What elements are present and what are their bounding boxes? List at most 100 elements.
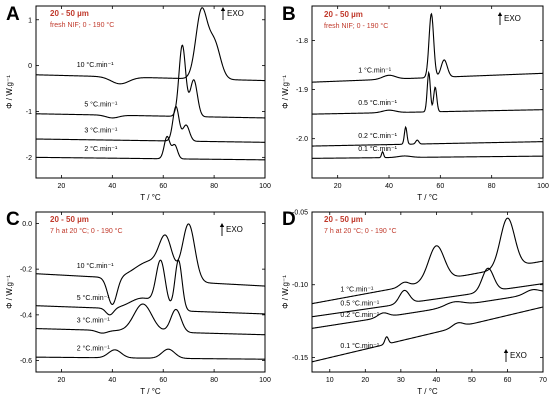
y-axis-label: Φ / W.g⁻¹ <box>281 275 290 309</box>
x-tick-label: 50 <box>468 377 476 384</box>
y-tick-label: -0.2 <box>20 267 32 274</box>
y-tick-label: 0 <box>28 63 32 70</box>
series-line <box>312 70 543 115</box>
exo-arrow-head-icon <box>497 12 503 16</box>
x-tick-label: 20 <box>58 183 66 190</box>
panel-c: 20 40 60 80 100 0.0 -0.2 -0.4 -0.6 T / °C Φ / W.g⁻… <box>5 209 271 396</box>
series-label: 1 °C.min⁻¹ <box>340 285 374 293</box>
panel-b: 20 40 60 80 100 -1.8 -1.9 -2.0 T / °C Φ / W.g⁻¹ B 2… <box>281 4 549 202</box>
panel-a: 20 40 60 80 100 1 0 -1 -2 T / °C Φ / W.g⁻¹ A 20 - 50… <box>5 4 271 202</box>
series-line <box>36 7 265 85</box>
y-tick-label: -2 <box>26 155 32 162</box>
plot-frame <box>35 5 266 179</box>
x-tick-label: 80 <box>488 183 496 190</box>
x-tick-label: 20 <box>361 377 369 384</box>
y-axis-label: Φ / W.g⁻¹ <box>281 75 290 109</box>
series-line <box>312 306 543 363</box>
y-axis-label: Φ / W.g⁻¹ <box>5 75 14 109</box>
series-line <box>312 150 543 159</box>
y-tick-label: -1.9 <box>296 87 308 94</box>
series-label: 0.2 °C.min⁻¹ <box>340 311 379 319</box>
sample-size-label: 20 - 50 µm <box>50 9 89 18</box>
series-label: 1 °C.min⁻¹ <box>358 66 392 74</box>
y-tick-label: -0.05 <box>292 210 308 217</box>
exo-label: EXO <box>227 9 244 18</box>
series-label: 0.2 °C.min⁻¹ <box>358 132 397 140</box>
exo-label: EXO <box>226 225 243 234</box>
exo-arrow-head-icon <box>503 349 509 353</box>
series-label: 10 °C.min⁻¹ <box>77 262 115 270</box>
x-tick-label: 80 <box>210 183 218 190</box>
x-tick-label: 70 <box>539 377 547 384</box>
plot-frame <box>35 211 266 373</box>
x-tick-label: 40 <box>432 377 440 384</box>
condition-label: fresh NIF; 0 - 190 °C <box>50 21 114 29</box>
x-tick-label: 80 <box>210 377 218 384</box>
series-label: 0.5 °C.min⁻¹ <box>358 99 397 107</box>
y-tick-label: -2.0 <box>296 136 308 143</box>
x-axis-label: T / °C <box>140 387 161 396</box>
plot-frame <box>311 5 544 179</box>
y-tick-label: 1 <box>28 17 32 24</box>
series-label: 10 °C.min⁻¹ <box>77 61 115 69</box>
series-label: 5 °C.min⁻¹ <box>84 101 118 109</box>
x-tick-label: 60 <box>504 377 512 384</box>
x-axis-label: T / °C <box>417 193 438 202</box>
series-line <box>36 348 265 360</box>
series-group <box>36 223 265 360</box>
x-tick-label: 30 <box>397 377 405 384</box>
series-line <box>36 44 265 119</box>
x-tick-label: 40 <box>108 183 116 190</box>
series-label: 5 °C.min⁻¹ <box>77 294 111 302</box>
x-tick-label: 20 <box>334 183 342 190</box>
panel-letter: C <box>6 209 20 230</box>
series-line <box>312 289 543 329</box>
y-axis-label: Φ / W.g⁻¹ <box>5 275 14 309</box>
panel-letter: B <box>282 4 296 25</box>
series-line <box>36 135 265 161</box>
x-tick-label: 60 <box>436 183 444 190</box>
condition-label: 7 h at 20 °C; 0 - 190 °C <box>324 227 397 235</box>
series-label: 0.1 °C.min⁻¹ <box>340 342 379 350</box>
exo-arrow-head-icon <box>219 223 225 227</box>
series-line <box>36 106 265 143</box>
y-tick-label: -0.10 <box>292 282 308 289</box>
series-label: 3 °C.min⁻¹ <box>77 317 111 325</box>
series-line <box>312 125 543 147</box>
series-label: 0.1 °C.min⁻¹ <box>358 145 397 153</box>
condition-label: 7 h at 20 °C; 0 - 190 °C <box>50 227 123 235</box>
y-tick-label: 0.0 <box>22 221 32 228</box>
series-group <box>312 217 543 363</box>
y-tick-label: -0.6 <box>20 358 32 365</box>
y-tick-label: -0.15 <box>292 355 308 362</box>
series-label: 2 °C.min⁻¹ <box>77 345 111 353</box>
panel-letter: A <box>6 4 20 25</box>
x-tick-label: 100 <box>259 183 271 190</box>
x-tick-label: 60 <box>159 377 167 384</box>
x-tick-label: 100 <box>259 377 271 384</box>
exo-label: EXO <box>504 14 521 23</box>
x-tick-label: 20 <box>58 377 66 384</box>
y-tick-label: -1 <box>26 109 32 116</box>
condition-label: fresh NIF; 0 - 190 °C <box>324 22 388 30</box>
sample-size-label: 20 - 50 µm <box>324 215 363 224</box>
series-group <box>312 12 543 159</box>
plot-frame <box>311 211 544 373</box>
series-label: 3 °C.min⁻¹ <box>84 127 118 135</box>
y-tick-label: -1.8 <box>296 38 308 45</box>
x-tick-label: 10 <box>326 377 334 384</box>
x-tick-label: 100 <box>537 183 549 190</box>
series-label: 2 °C.min⁻¹ <box>84 145 118 153</box>
series-line <box>36 259 265 316</box>
series-line <box>312 267 543 318</box>
series-group <box>36 7 265 161</box>
x-axis-label: T / °C <box>140 193 161 202</box>
panel-d: 10 20 30 40 50 60 70 -0.05 -0.10 -0.15 T / °C Φ / W… <box>281 209 547 396</box>
series-line <box>312 217 543 305</box>
x-tick-label: 40 <box>385 183 393 190</box>
x-tick-label: 60 <box>159 183 167 190</box>
series-line <box>36 223 265 306</box>
series-label: 0.5 °C.min⁻¹ <box>340 300 379 308</box>
x-tick-label: 40 <box>108 377 116 384</box>
